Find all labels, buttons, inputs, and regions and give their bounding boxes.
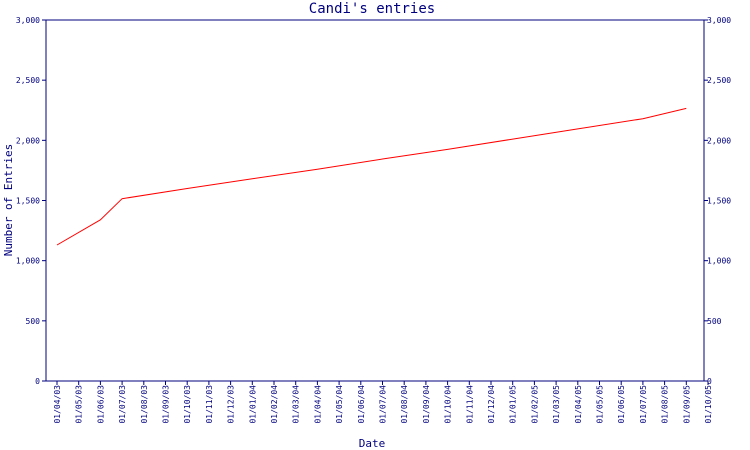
x-tick-label: 01/02/04 <box>270 385 279 424</box>
x-axis-ticks: 01/04/03 01/05/03 01/06/03 01/07/03 01/08/03… <box>53 381 713 424</box>
x-tick-label: 01/10/04 <box>444 385 453 424</box>
x-tick-label: 01/04/04 <box>313 385 322 424</box>
x-tick-label: 01/09/03 <box>162 385 171 424</box>
y-tick-label-left: 500 <box>26 317 41 326</box>
y-tick-label-right: 2,500 <box>707 76 731 85</box>
x-tick-label: 01/04/05 <box>574 385 583 424</box>
x-tick-label: 01/11/04 <box>465 385 474 424</box>
chart-title: Candi's entries <box>309 1 435 17</box>
y-tick-label-right: 500 <box>707 317 722 326</box>
x-tick-label: 01/05/05 <box>596 385 605 424</box>
x-tick-label: 01/02/05 <box>530 385 539 424</box>
y-tick-label-left: 1,500 <box>16 197 40 206</box>
x-tick-label: 01/12/03 <box>227 385 236 424</box>
x-tick-label: 01/06/05 <box>617 385 626 424</box>
y-tick-label-right: 0 <box>707 377 712 386</box>
x-tick-label: 01/01/05 <box>509 385 518 424</box>
x-tick-label: 01/12/04 <box>487 385 496 424</box>
x-tick-label: 01/05/03 <box>75 385 84 424</box>
y-tick-label-right: 3,000 <box>707 16 731 25</box>
x-tick-label: 01/06/04 <box>357 385 366 424</box>
x-tick-label: 01/07/05 <box>639 385 648 424</box>
x-tick-label: 01/08/04 <box>400 385 409 424</box>
series-group <box>56 107 687 246</box>
x-axis-label: Date <box>359 437 386 450</box>
y-axis-label: Number of Entries <box>2 144 15 257</box>
x-tick-label: 01/07/04 <box>379 385 388 424</box>
x-tick-label: 01/08/03 <box>140 385 149 424</box>
y-tick-label-right: 1,000 <box>707 257 731 266</box>
x-tick-label: 01/03/05 <box>552 385 561 424</box>
x-tick-label: 01/09/04 <box>422 385 431 424</box>
x-tick-label: 01/04/03 <box>53 385 62 424</box>
y-tick-label-left: 0 <box>35 377 40 386</box>
x-tick-label: 01/03/04 <box>292 385 301 424</box>
x-tick-label: 01/10/03 <box>183 385 192 424</box>
x-tick-label: 01/06/03 <box>96 385 105 424</box>
x-tick-label: 01/08/05 <box>661 385 670 424</box>
x-tick-label: 01/07/03 <box>118 385 127 424</box>
y-tick-label-left: 1,000 <box>16 257 40 266</box>
series-line <box>56 107 687 246</box>
x-tick-label: 01/11/03 <box>205 385 214 424</box>
x-tick-label: 01/05/04 <box>335 385 344 424</box>
x-tick-label: 01/09/05 <box>682 385 691 424</box>
plot-area <box>45 19 705 382</box>
y-tick-label-left: 3,000 <box>16 16 40 25</box>
x-tick-label: 01/01/04 <box>248 385 257 424</box>
y-tick-label-right: 2,000 <box>707 136 731 145</box>
y-axis-ticks: 0 0 500 500 1,000 1,000 1,500 1,500 2,000 2,000 2,… <box>16 16 731 386</box>
y-tick-label-right: 1,500 <box>707 197 731 206</box>
y-tick-label-left: 2,500 <box>16 76 40 85</box>
x-tick-label: 01/10/05 <box>704 385 713 424</box>
y-tick-label-left: 2,000 <box>16 136 40 145</box>
